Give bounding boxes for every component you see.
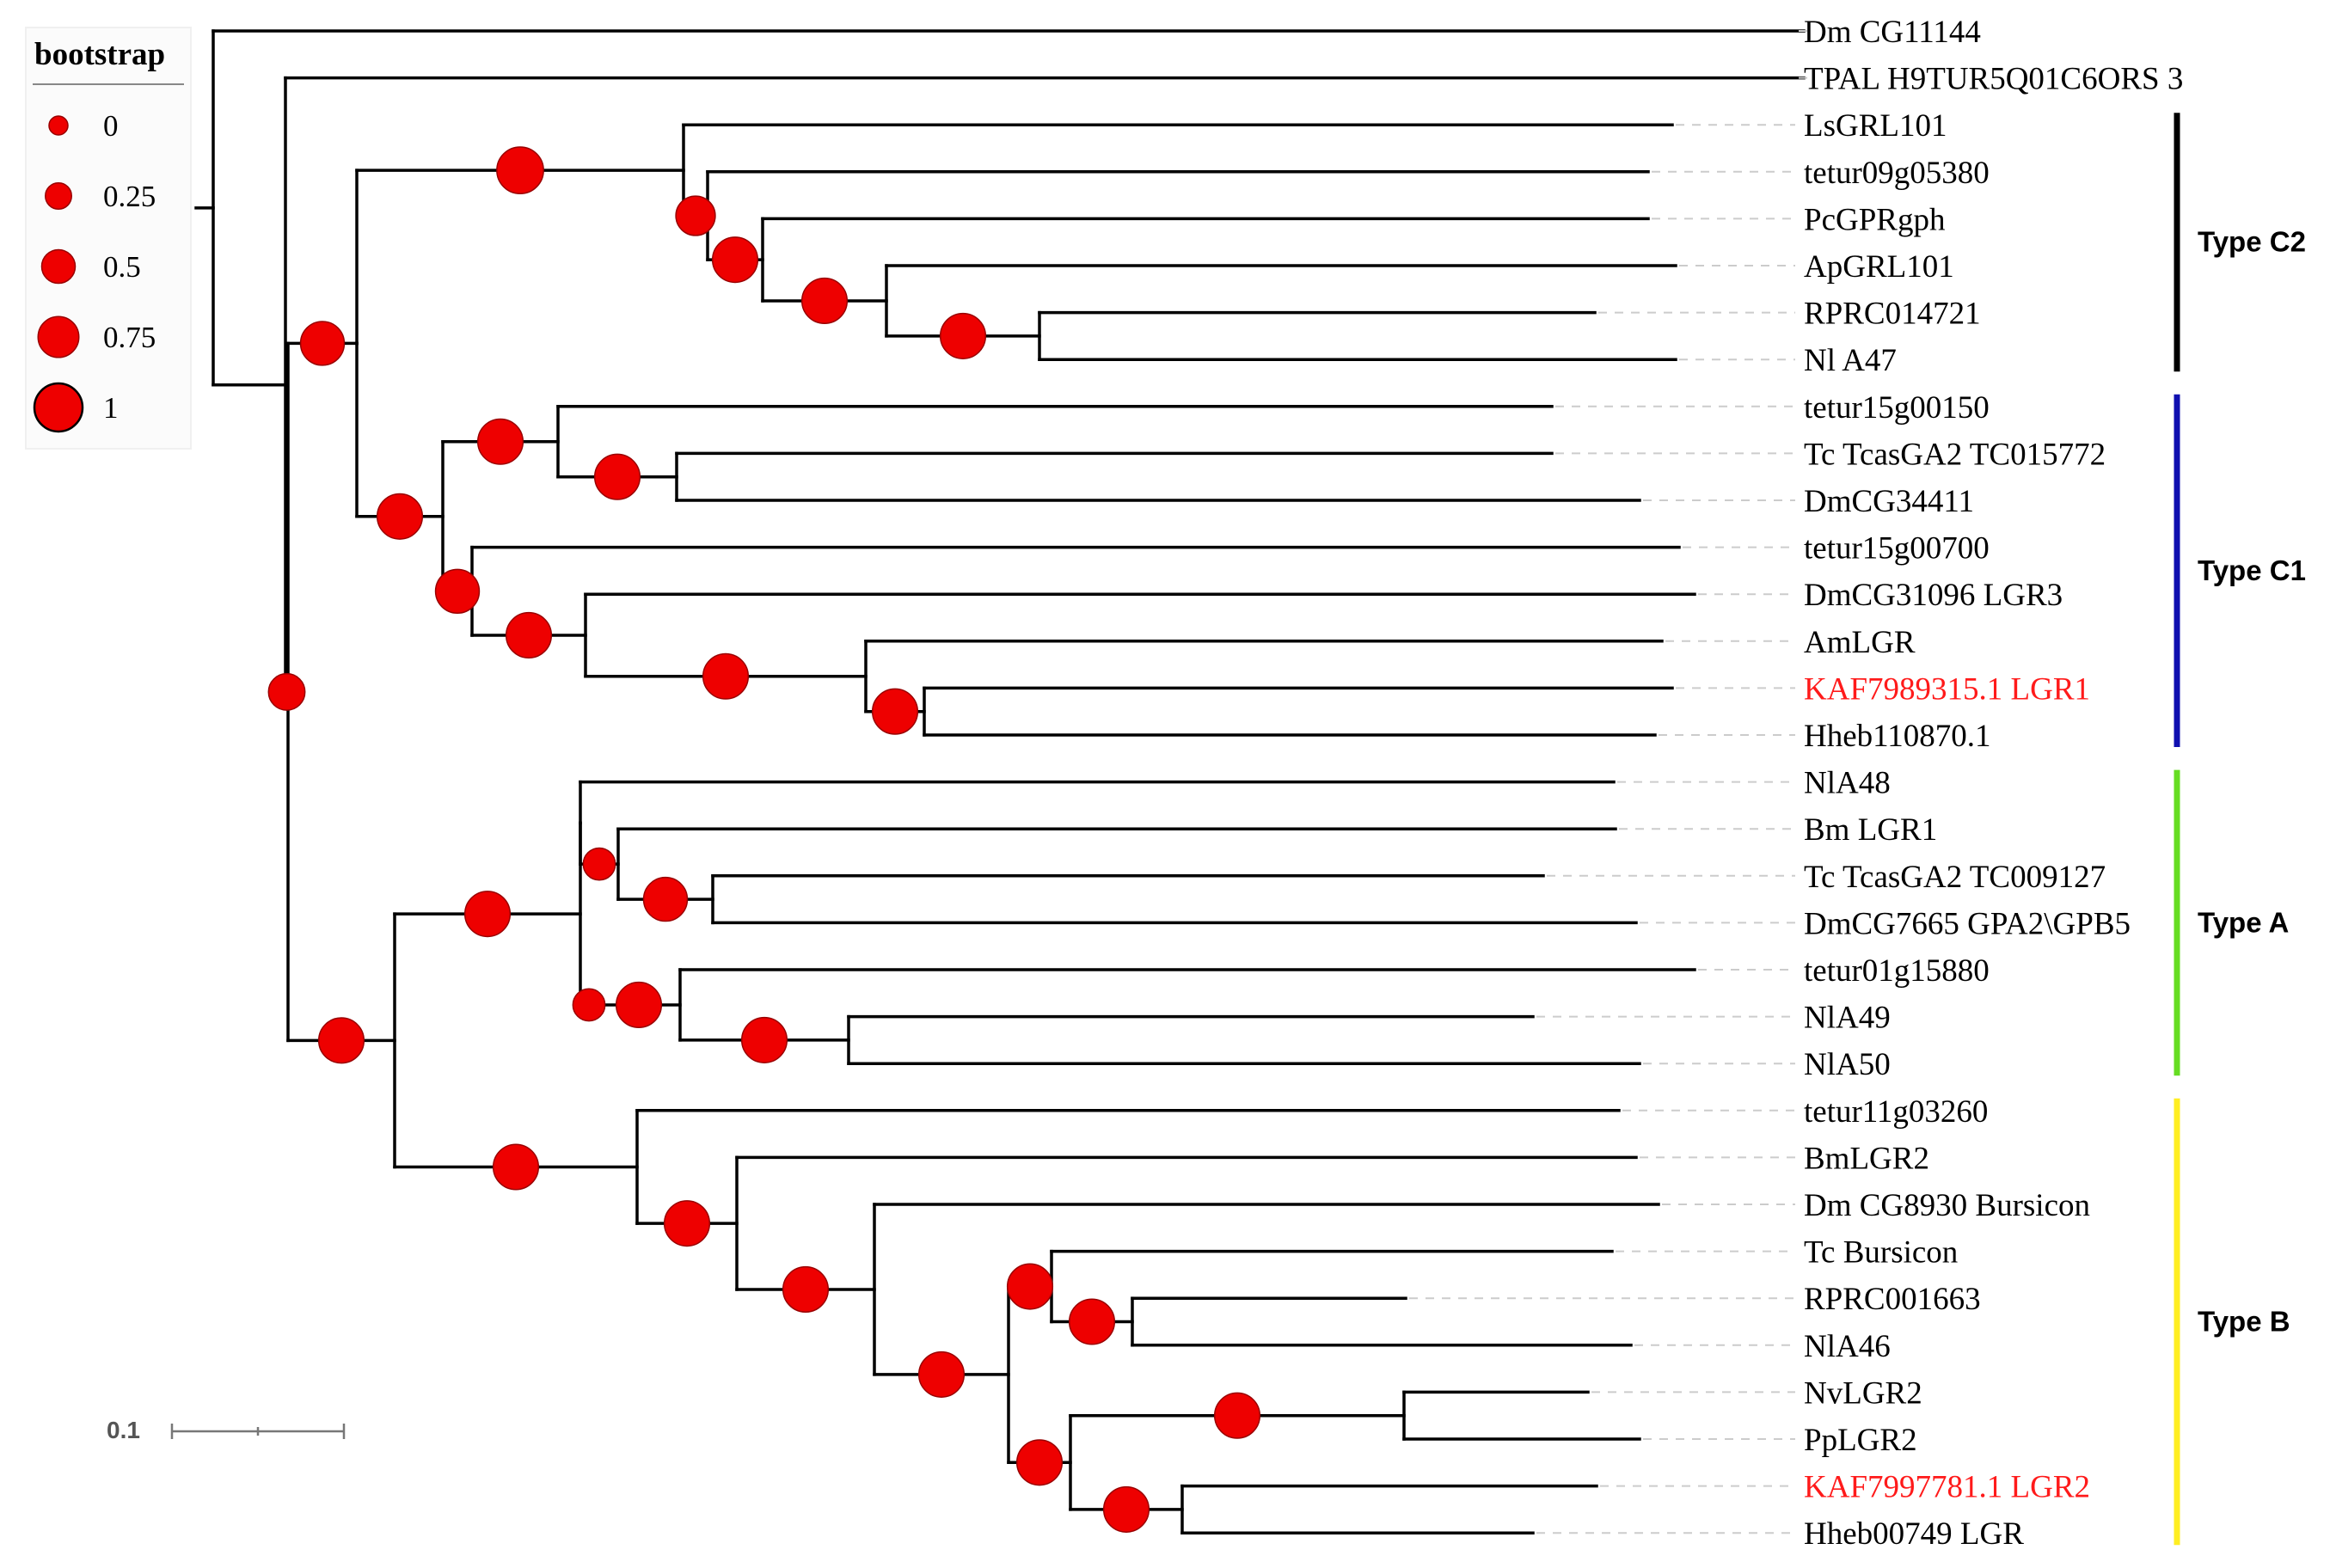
bootstrap-node-n15 <box>702 652 750 700</box>
bootstrap-nodes <box>267 146 1261 1533</box>
bootstrap-node-n26 <box>663 1200 711 1247</box>
bootstrap-node-n5 <box>496 146 544 194</box>
leaf-label-tc-tcasga2-tc015772: Tc TcasGA2 TC015772 <box>1804 437 2106 472</box>
bootstrap-node-n31 <box>1015 1439 1064 1486</box>
leaf-label-tc-tcasga2-tc009127: Tc TcasGA2 TC009127 <box>1804 860 2106 895</box>
bootstrap-node-n25 <box>492 1143 540 1191</box>
leaf-label-nla49: NlA49 <box>1804 1001 1891 1036</box>
bootstrap-node-n12 <box>593 453 641 500</box>
clade-label-type-b: Type B <box>2198 1306 2290 1338</box>
leaf-label-tetur01g15880: tetur01g15880 <box>1804 953 1990 989</box>
leaf-label-nla50: NlA50 <box>1804 1047 1891 1082</box>
bootstrap-node-n22 <box>572 988 606 1022</box>
bootstrap-node-n32 <box>1213 1392 1261 1439</box>
bootstrap-node-n30 <box>1068 1298 1116 1345</box>
legend-label-3: 0.75 <box>103 321 156 354</box>
leaf-label-hheb00749-lgr: Hheb00749 LGR <box>1804 1516 2024 1552</box>
bootstrap-node-n8 <box>800 277 849 325</box>
tree-branches <box>194 29 1806 1534</box>
legend-label-0: 0 <box>103 109 119 143</box>
bootstrap-node-n23 <box>615 981 663 1028</box>
legend-swatch-3 <box>37 315 80 358</box>
bootstrap-node-n2 <box>267 672 306 711</box>
clade-label-type-a: Type A <box>2198 906 2289 938</box>
leaf-label-amlgr: AmLGR <box>1804 625 1916 660</box>
bootstrap-node-n17 <box>317 1017 365 1064</box>
leaf-label-kaf7989315-1-lgr1: KAF7989315.1 LGR1 <box>1804 671 2090 707</box>
legend-title: bootstrap <box>34 37 165 72</box>
leaf-label-dmcg31096-lgr3: DmCG31096 LGR3 <box>1804 578 2063 613</box>
bootstrap-node-n14 <box>505 611 553 659</box>
leaf-label-dmcg34411: DmCG34411 <box>1804 484 1974 519</box>
leaf-label-tc-bursicon: Tc Bursicon <box>1804 1235 1958 1271</box>
legend-label-4: 1 <box>103 391 119 425</box>
clade-brackets: Type C2 Type C1 Type A Type B <box>2174 113 2306 1546</box>
legend-box <box>25 27 192 450</box>
clade-label-type-c2: Type C2 <box>2198 226 2306 258</box>
bootstrap-legend: bootstrap 0 0.25 0.5 0.75 1 <box>25 27 192 450</box>
leaf-label-pcgprgph: PcGPRgph <box>1804 202 1946 237</box>
leaf-label-tetur15g00700: tetur15g00700 <box>1804 531 1990 567</box>
legend-label-2: 0.5 <box>103 250 141 284</box>
bootstrap-node-n33 <box>1102 1485 1150 1533</box>
leaf-label-dm-cg8930-bursicon: Dm CG8930 Bursicon <box>1804 1188 2090 1223</box>
leaf-label-nl-a47: Nl A47 <box>1804 343 1897 378</box>
bootstrap-node-n9 <box>939 312 987 359</box>
leaf-label-bmlgr2: BmLGR2 <box>1804 1141 1929 1176</box>
leaf-label-nla46: NlA46 <box>1804 1329 1891 1364</box>
bootstrap-node-n16 <box>871 688 919 735</box>
leaf-label-pplgr2: PpLGR2 <box>1804 1423 1917 1458</box>
bootstrap-node-n18 <box>463 891 512 938</box>
leaf-labels: Dm CG11144 TPAL H9TUR5Q01C6ORS 3 LsGRL101 t… <box>1804 15 2183 1552</box>
leaf-label-tetur11g03260: tetur11g03260 <box>1804 1094 1988 1130</box>
leaf-label-lsgrl101: LsGRL101 <box>1804 108 1947 144</box>
clade-label-type-c1: Type C1 <box>2198 554 2306 586</box>
bootstrap-node-n27 <box>782 1265 830 1314</box>
bootstrap-node-n29 <box>1006 1263 1054 1310</box>
bootstrap-node-n21 <box>642 876 689 922</box>
bootstrap-node-n28 <box>917 1351 966 1398</box>
leaf-guides <box>1409 30 1807 1534</box>
bootstrap-node-n10 <box>376 493 424 540</box>
leaf-label-rprc014721: RPRC014721 <box>1804 297 1981 332</box>
leaf-label-tpal-h9tur5q01c6ors-3: TPAL H9TUR5Q01C6ORS 3 <box>1804 62 2183 97</box>
bootstrap-node-n7 <box>711 236 759 284</box>
leaf-label-kaf7997781-1-lgr2: KAF7997781.1 LGR2 <box>1804 1470 2090 1505</box>
leaf-label-rprc001663: RPRC001663 <box>1804 1282 1981 1317</box>
bootstrap-node-n11 <box>476 418 524 465</box>
bootstrap-node-n20 <box>582 847 616 881</box>
legend-label-1: 0.25 <box>103 180 156 213</box>
leaf-label-tetur09g05380: tetur09g05380 <box>1804 156 1990 191</box>
scale-bar-label: 0.1 <box>107 1417 140 1443</box>
leaf-label-apgrl101: ApGRL101 <box>1804 249 1954 285</box>
bootstrap-node-n24 <box>740 1016 788 1063</box>
leaf-label-dm-cg11144: Dm CG11144 <box>1804 15 1981 50</box>
scale-bar: 0.1 <box>107 1417 346 1443</box>
leaf-label-nvlgr2: NvLGR2 <box>1804 1375 1922 1411</box>
bootstrap-node-n13 <box>434 568 481 614</box>
leaf-label-dmcg7665-gpa2-gpb5: DmCG7665 GPA2\GPB5 <box>1804 906 2131 941</box>
leaf-label-tetur15g00150: tetur15g00150 <box>1804 390 1990 426</box>
legend-swatch-1 <box>45 182 72 210</box>
legend-swatch-2 <box>40 248 77 285</box>
legend-swatch-4 <box>33 382 84 433</box>
bootstrap-node-n6 <box>675 195 716 236</box>
bootstrap-node-n3 <box>299 321 346 366</box>
leaf-label-nla48: NlA48 <box>1804 766 1891 801</box>
leaf-label-hheb110870-1: Hheb110870.1 <box>1804 719 1991 754</box>
legend-swatch-0 <box>48 115 69 136</box>
leaf-label-bm-lgr1: Bm LGR1 <box>1804 812 1937 848</box>
